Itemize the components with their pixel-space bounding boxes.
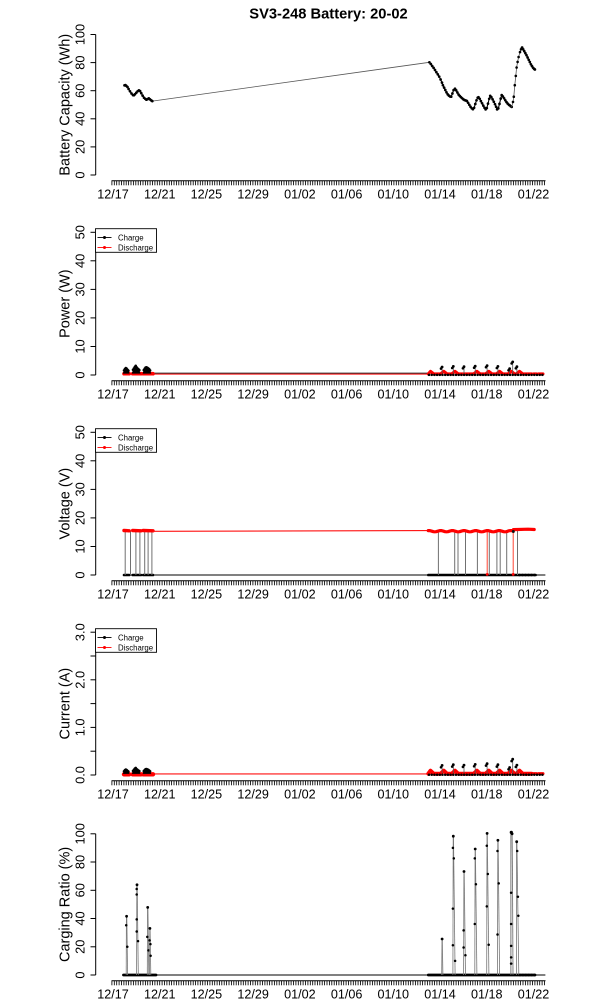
svg-text:10: 10 (72, 339, 87, 353)
svg-text:01/22: 01/22 (518, 587, 550, 601)
svg-text:12/25: 12/25 (191, 987, 223, 1000)
svg-text:12/21: 12/21 (144, 387, 176, 401)
svg-text:Discharge: Discharge (118, 443, 153, 452)
svg-text:12/25: 12/25 (191, 187, 223, 201)
svg-text:12/21: 12/21 (144, 987, 176, 1000)
svg-text:01/06: 01/06 (331, 387, 363, 401)
svg-text:20: 20 (72, 511, 87, 525)
svg-text:100: 100 (72, 24, 87, 45)
svg-text:40: 40 (72, 454, 87, 468)
svg-text:12/17: 12/17 (97, 787, 129, 801)
svg-text:Voltage (V): Voltage (V) (57, 468, 73, 540)
svg-text:40: 40 (72, 911, 87, 925)
svg-text:01/10: 01/10 (378, 187, 410, 201)
svg-text:01/10: 01/10 (378, 787, 410, 801)
svg-text:12/29: 12/29 (237, 587, 269, 601)
svg-text:20: 20 (72, 311, 87, 325)
svg-text:01/10: 01/10 (378, 987, 410, 1000)
svg-text:Carging Ratio (%): Carging Ratio (%) (57, 847, 73, 962)
svg-text:Battery Capacity (Wh): Battery Capacity (Wh) (57, 34, 73, 176)
svg-text:Current (A): Current (A) (57, 668, 73, 740)
svg-text:40: 40 (72, 112, 87, 126)
svg-text:60: 60 (72, 84, 87, 98)
svg-text:01/02: 01/02 (284, 787, 316, 801)
svg-text:10: 10 (72, 539, 87, 553)
svg-text:12/21: 12/21 (144, 187, 176, 201)
svg-text:Discharge: Discharge (118, 243, 153, 252)
svg-text:2.0: 2.0 (72, 671, 87, 689)
svg-text:01/18: 01/18 (471, 987, 503, 1000)
svg-text:50: 50 (72, 425, 87, 439)
svg-text:30: 30 (72, 482, 87, 496)
svg-text:30: 30 (72, 282, 87, 296)
svg-text:12/17: 12/17 (97, 987, 129, 1000)
svg-text:60: 60 (72, 883, 87, 897)
svg-text:SV3-248 Battery: 20-02: SV3-248 Battery: 20-02 (249, 7, 407, 23)
svg-text:20: 20 (72, 140, 87, 154)
svg-text:01/14: 01/14 (424, 987, 456, 1000)
svg-text:80: 80 (72, 55, 87, 69)
svg-text:100: 100 (72, 823, 87, 844)
svg-text:01/06: 01/06 (331, 587, 363, 601)
svg-text:01/22: 01/22 (518, 787, 550, 801)
svg-text:0: 0 (72, 571, 87, 578)
svg-text:01/10: 01/10 (378, 587, 410, 601)
svg-text:01/18: 01/18 (471, 787, 503, 801)
svg-text:01/06: 01/06 (331, 187, 363, 201)
svg-text:Charge: Charge (118, 433, 144, 442)
svg-text:0: 0 (72, 371, 87, 378)
svg-text:12/21: 12/21 (144, 787, 176, 801)
svg-text:01/14: 01/14 (424, 587, 456, 601)
svg-text:Discharge: Discharge (118, 643, 153, 652)
svg-text:80: 80 (72, 855, 87, 869)
svg-text:01/18: 01/18 (471, 387, 503, 401)
svg-text:01/22: 01/22 (518, 187, 550, 201)
svg-text:01/14: 01/14 (424, 187, 456, 201)
svg-text:1.0: 1.0 (72, 719, 87, 737)
svg-text:0: 0 (72, 971, 87, 978)
svg-text:12/25: 12/25 (191, 387, 223, 401)
svg-text:0: 0 (72, 171, 87, 178)
svg-text:01/18: 01/18 (471, 587, 503, 601)
svg-text:12/25: 12/25 (191, 787, 223, 801)
svg-text:20: 20 (72, 940, 87, 954)
svg-text:01/02: 01/02 (284, 387, 316, 401)
svg-text:12/17: 12/17 (97, 587, 129, 601)
svg-text:01/02: 01/02 (284, 587, 316, 601)
svg-text:40: 40 (72, 254, 87, 268)
svg-text:12/17: 12/17 (97, 387, 129, 401)
svg-text:0.0: 0.0 (72, 766, 87, 784)
svg-text:12/29: 12/29 (237, 987, 269, 1000)
svg-text:Power (W): Power (W) (57, 269, 73, 337)
svg-text:12/25: 12/25 (191, 587, 223, 601)
svg-text:01/06: 01/06 (331, 987, 363, 1000)
svg-text:3.0: 3.0 (72, 623, 87, 641)
svg-text:01/02: 01/02 (284, 187, 316, 201)
svg-text:Charge: Charge (118, 633, 144, 642)
svg-text:12/29: 12/29 (237, 187, 269, 201)
svg-text:50: 50 (72, 225, 87, 239)
svg-text:01/06: 01/06 (331, 787, 363, 801)
svg-text:12/17: 12/17 (97, 187, 129, 201)
svg-text:01/10: 01/10 (378, 387, 410, 401)
svg-text:Charge: Charge (118, 233, 144, 242)
svg-text:12/29: 12/29 (237, 787, 269, 801)
svg-text:12/21: 12/21 (144, 587, 176, 601)
svg-text:01/18: 01/18 (471, 187, 503, 201)
svg-text:01/22: 01/22 (518, 387, 550, 401)
svg-text:01/14: 01/14 (424, 387, 456, 401)
svg-text:12/29: 12/29 (237, 387, 269, 401)
svg-text:01/14: 01/14 (424, 787, 456, 801)
svg-text:01/02: 01/02 (284, 987, 316, 1000)
svg-text:01/22: 01/22 (518, 987, 550, 1000)
